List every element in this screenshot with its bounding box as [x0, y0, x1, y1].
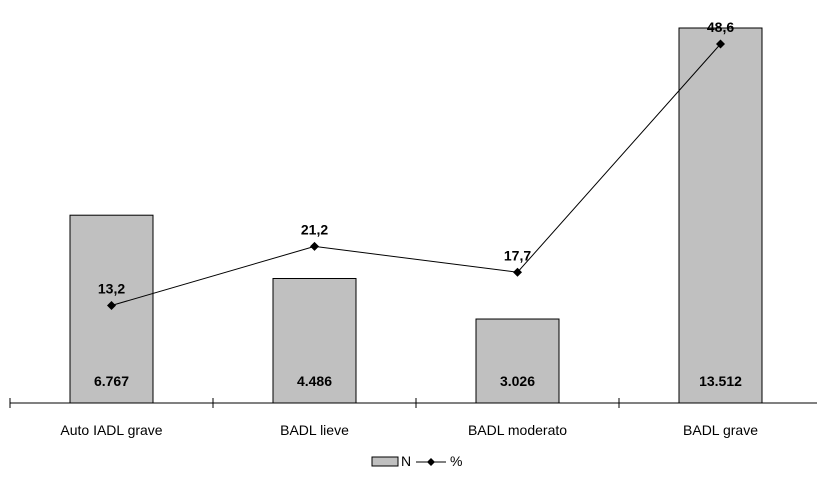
percent-value-labels: 13,2 21,2 17,7 48,6: [98, 19, 734, 296]
bar-value-label: 4.486: [297, 373, 332, 389]
category-label: Auto IADL grave: [60, 422, 162, 438]
category-labels: Auto IADL grave BADL lieve BADL moderato BA…: [60, 422, 758, 438]
bar-n: [475, 318, 560, 404]
legend-diamond-marker: [427, 458, 435, 466]
bar-value-labels: 6.767 4.486 3.026 13.512: [94, 373, 742, 389]
percent-series-line: [111, 43, 721, 306]
bars: [69, 27, 763, 404]
legend-swatch-n: [371, 456, 399, 467]
legend-label-percent: %: [450, 453, 462, 469]
legend-label-n: N: [401, 453, 411, 469]
bar-value-label: 13.512: [699, 373, 742, 389]
percent-marker: [310, 241, 319, 251]
category-label: BADL lieve: [280, 422, 349, 438]
percent-value-label: 48,6: [707, 19, 734, 35]
bar-value-label: 6.767: [94, 373, 129, 389]
category-label: BADL moderato: [468, 422, 567, 438]
legend: N %: [371, 453, 462, 469]
percent-value-label: 17,7: [504, 247, 531, 263]
x-axis-ticks: [9, 398, 620, 408]
percent-marker: [513, 267, 522, 277]
percent-value-label: 21,2: [301, 221, 328, 237]
bar-n: [678, 27, 763, 404]
bar-n: [272, 277, 357, 404]
bar-value-label: 3.026: [500, 373, 535, 389]
percent-marker: [107, 300, 116, 310]
percent-marker: [716, 39, 725, 49]
category-label: BADL grave: [683, 422, 758, 438]
percent-series-markers: [107, 39, 725, 310]
percent-value-label: 13,2: [98, 280, 125, 296]
